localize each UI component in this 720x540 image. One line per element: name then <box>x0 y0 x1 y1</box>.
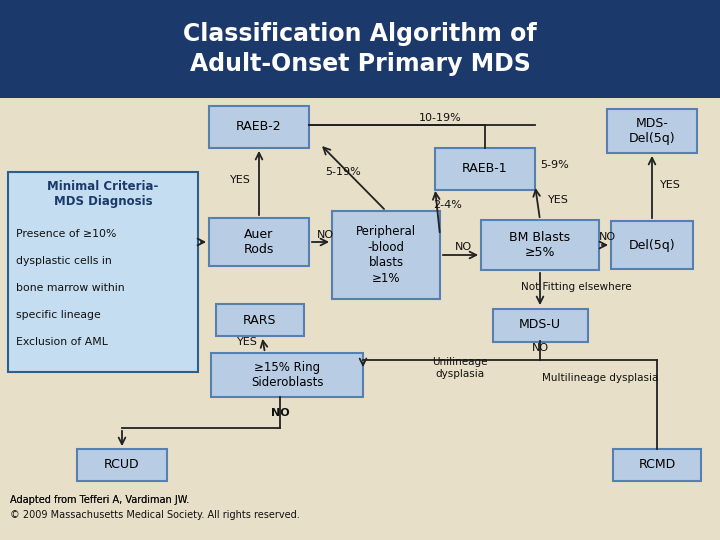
FancyBboxPatch shape <box>607 109 697 153</box>
Text: bone marrow within: bone marrow within <box>16 283 125 293</box>
Text: Classification Algorithm of
Adult-Onset Primary MDS: Classification Algorithm of Adult-Onset … <box>183 22 537 76</box>
Text: RAEB-1: RAEB-1 <box>462 163 508 176</box>
Text: RCUD: RCUD <box>104 458 140 471</box>
FancyBboxPatch shape <box>209 218 309 266</box>
Text: Adapted from Tefferi A, Vardiman JW.                                            : Adapted from Tefferi A, Vardiman JW. <box>10 495 504 505</box>
Text: dysplastic cells in: dysplastic cells in <box>16 256 112 266</box>
Text: specific lineage: specific lineage <box>16 310 101 320</box>
FancyBboxPatch shape <box>332 211 440 299</box>
Text: NO: NO <box>316 230 333 240</box>
Text: © 2009 Massachusetts Medical Society. All rights reserved.: © 2009 Massachusetts Medical Society. Al… <box>10 510 300 520</box>
Text: Multilineage dysplasia: Multilineage dysplasia <box>542 373 658 383</box>
FancyBboxPatch shape <box>613 449 701 481</box>
Text: 5-19%: 5-19% <box>325 167 361 177</box>
Text: Minimal Criteria-
MDS Diagnosis: Minimal Criteria- MDS Diagnosis <box>48 179 158 208</box>
Text: ≥15% Ring
Sideroblasts: ≥15% Ring Sideroblasts <box>251 361 323 389</box>
Text: 2-4%: 2-4% <box>433 200 462 210</box>
Text: Adapted from Tefferi A, Vardiman JW.: Adapted from Tefferi A, Vardiman JW. <box>10 495 192 505</box>
Text: YES: YES <box>230 175 251 185</box>
Text: YES: YES <box>660 180 680 190</box>
Text: NO: NO <box>454 242 472 252</box>
Text: BM Blasts
≥5%: BM Blasts ≥5% <box>510 231 570 259</box>
Text: MDS-U: MDS-U <box>519 319 561 332</box>
FancyBboxPatch shape <box>492 308 588 341</box>
FancyBboxPatch shape <box>481 220 599 270</box>
Text: RAEB-2: RAEB-2 <box>236 120 282 133</box>
FancyBboxPatch shape <box>77 449 167 481</box>
Text: MDS-
Del(5q): MDS- Del(5q) <box>629 117 675 145</box>
Text: Unilineage
dysplasia: Unilineage dysplasia <box>432 357 487 379</box>
Text: Exclusion of AML: Exclusion of AML <box>16 337 108 347</box>
Text: YES: YES <box>548 195 568 205</box>
FancyBboxPatch shape <box>435 148 535 190</box>
FancyBboxPatch shape <box>209 106 309 148</box>
Text: RCMD: RCMD <box>639 458 675 471</box>
FancyBboxPatch shape <box>211 353 363 397</box>
Text: Adapted from Tefferi A, Vardiman JW.: Adapted from Tefferi A, Vardiman JW. <box>10 495 192 505</box>
Bar <box>0 0 720 98</box>
Text: Not Fitting elsewhere: Not Fitting elsewhere <box>521 282 631 292</box>
FancyBboxPatch shape <box>611 221 693 269</box>
Text: Peripheral
-blood
blasts
≥1%: Peripheral -blood blasts ≥1% <box>356 225 416 285</box>
FancyBboxPatch shape <box>8 172 198 372</box>
Text: YES: YES <box>237 337 258 347</box>
Text: 5-9%: 5-9% <box>540 160 569 170</box>
Text: NO: NO <box>271 408 289 418</box>
Text: 10-19%: 10-19% <box>418 113 462 123</box>
FancyBboxPatch shape <box>216 304 304 336</box>
Text: Del(5q): Del(5q) <box>629 239 675 252</box>
Text: RARS: RARS <box>243 314 276 327</box>
Text: Presence of ≥10%: Presence of ≥10% <box>16 229 117 239</box>
Text: NO: NO <box>598 232 616 242</box>
Text: Auer
Rods: Auer Rods <box>244 228 274 256</box>
Text: NO: NO <box>531 343 549 353</box>
